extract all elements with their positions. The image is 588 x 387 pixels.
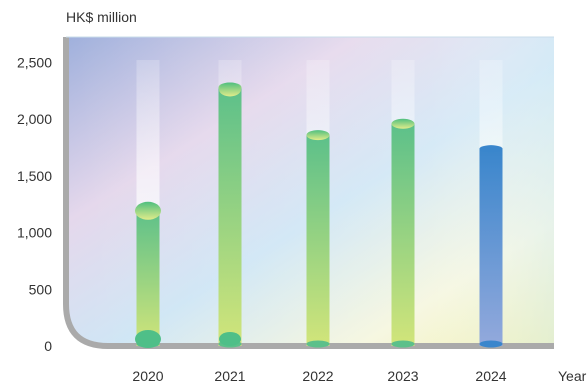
bar-top-bulb: [219, 82, 241, 97]
y-unit-label: HK$ million: [66, 9, 137, 25]
bar-2023: [391, 118, 415, 348]
x-axis-title: Year: [558, 368, 587, 384]
bar-2024: [479, 145, 503, 348]
x-tick-label: 2023: [387, 368, 418, 384]
bar-top-cap: [479, 145, 503, 153]
bar-top-cap: [391, 118, 415, 129]
bar-bottom-cap: [391, 340, 415, 348]
bar-2020: [135, 201, 161, 348]
y-tick-label: 2,500: [17, 55, 52, 71]
y-tick-label: 500: [29, 281, 53, 297]
y-tick-label: 1,000: [17, 225, 52, 241]
bar-bottom-cap: [306, 340, 330, 348]
x-tick-label: 2021: [214, 368, 245, 384]
y-tick-label: 0: [44, 338, 52, 354]
y-tick-labels: 0 500 1,000 1,500 2,000 2,500: [17, 55, 52, 355]
bar-base-bulb: [219, 332, 241, 346]
bar-body: [218, 87, 242, 346]
bar-2022: [306, 130, 330, 348]
y-tick-label: 1,500: [17, 168, 52, 184]
bar-body: [306, 135, 330, 346]
bar-bottom-cap: [479, 340, 503, 348]
bar-body: [391, 123, 415, 347]
bars: [135, 82, 503, 348]
bar-base-bulb: [135, 330, 161, 348]
x-tick-label: 2022: [302, 368, 333, 384]
y-tick-label: 2,000: [17, 111, 52, 127]
x-tick-label: 2020: [132, 368, 163, 384]
bar-body: [136, 208, 160, 346]
bar-top-cap: [306, 130, 330, 141]
x-tick-label: 2024: [475, 368, 506, 384]
axis-line: [63, 37, 554, 349]
bar-top-bulb: [135, 201, 161, 220]
bar-body: [479, 148, 503, 346]
bar-2021: [218, 82, 242, 348]
x-tick-labels: 2020 2021 2022 2023 2024: [132, 368, 506, 384]
